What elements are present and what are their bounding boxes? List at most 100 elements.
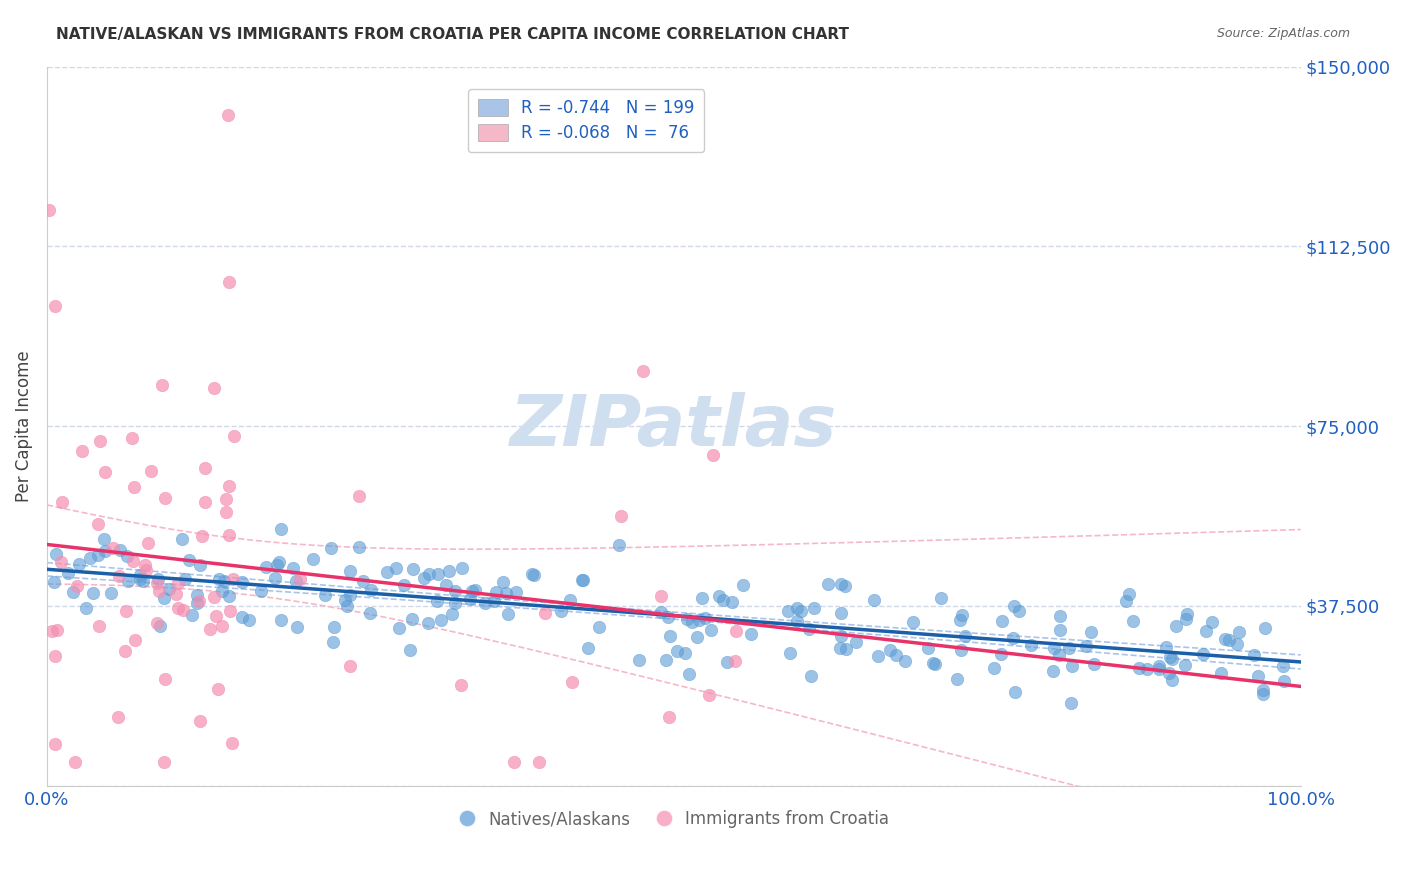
Point xyxy=(173,572,195,586)
Point xyxy=(1251,687,1274,701)
Point xyxy=(681,615,703,629)
Point xyxy=(136,535,159,549)
Point xyxy=(1213,632,1236,646)
Point xyxy=(1049,623,1071,637)
Point xyxy=(129,573,152,587)
Point xyxy=(786,615,808,629)
Point xyxy=(202,590,225,604)
Point xyxy=(893,654,915,668)
Point xyxy=(217,107,239,121)
Text: NATIVE/ALASKAN VS IMMIGRANTS FROM CROATIA PER CAPITA INCOME CORRELATION CHART: NATIVE/ALASKAN VS IMMIGRANTS FROM CROATI… xyxy=(56,27,849,42)
Point xyxy=(1175,607,1198,622)
Point xyxy=(1002,599,1025,613)
Point xyxy=(134,558,156,573)
Point xyxy=(87,549,110,563)
Point xyxy=(496,607,519,621)
Point xyxy=(107,710,129,724)
Point xyxy=(949,643,972,657)
Point xyxy=(167,575,190,590)
Point xyxy=(89,434,111,449)
Point xyxy=(44,737,66,751)
Point xyxy=(263,571,285,585)
Point xyxy=(1154,640,1177,655)
Point xyxy=(339,588,361,602)
Point xyxy=(188,714,211,728)
Point xyxy=(41,624,63,639)
Point xyxy=(1251,682,1274,697)
Point xyxy=(561,675,583,690)
Point xyxy=(352,574,374,588)
Point xyxy=(983,661,1005,675)
Point xyxy=(100,586,122,600)
Point xyxy=(221,572,243,586)
Point xyxy=(211,619,233,633)
Point xyxy=(67,557,90,571)
Point xyxy=(205,609,228,624)
Legend: Natives/Alaskans, Immigrants from Croatia: Natives/Alaskans, Immigrants from Croati… xyxy=(451,804,896,835)
Point xyxy=(218,276,240,290)
Point xyxy=(254,560,277,574)
Point xyxy=(631,364,654,378)
Point xyxy=(700,624,723,638)
Point xyxy=(929,591,952,605)
Point xyxy=(1164,619,1187,633)
Point xyxy=(1147,659,1170,673)
Point xyxy=(678,667,700,681)
Point xyxy=(1047,648,1070,662)
Point xyxy=(211,583,233,598)
Point xyxy=(779,646,801,660)
Point xyxy=(418,615,440,630)
Point xyxy=(179,553,201,567)
Point xyxy=(990,647,1012,661)
Point xyxy=(786,600,808,615)
Point xyxy=(1157,666,1180,681)
Point xyxy=(145,575,167,590)
Point xyxy=(550,605,572,619)
Point xyxy=(322,619,344,633)
Point xyxy=(214,492,236,507)
Point xyxy=(450,561,472,575)
Point xyxy=(267,555,290,569)
Point xyxy=(1195,624,1218,639)
Point xyxy=(845,634,868,648)
Point xyxy=(797,622,820,636)
Point xyxy=(434,578,457,592)
Point xyxy=(288,572,311,586)
Point xyxy=(922,656,945,670)
Point xyxy=(740,626,762,640)
Point xyxy=(117,574,139,588)
Point xyxy=(214,505,236,519)
Point xyxy=(1243,648,1265,663)
Point xyxy=(360,583,382,598)
Point xyxy=(426,567,449,582)
Point xyxy=(1160,673,1182,687)
Point xyxy=(655,653,678,667)
Point xyxy=(146,615,169,630)
Point xyxy=(204,381,226,395)
Point xyxy=(333,593,356,607)
Point xyxy=(152,755,174,769)
Point xyxy=(218,479,240,493)
Point xyxy=(222,428,245,442)
Point xyxy=(219,604,242,618)
Point xyxy=(1043,640,1066,655)
Point xyxy=(347,489,370,503)
Point xyxy=(835,642,858,657)
Point xyxy=(1059,641,1081,656)
Point xyxy=(463,582,485,597)
Point xyxy=(607,538,630,552)
Point xyxy=(437,565,460,579)
Point xyxy=(218,589,240,603)
Point xyxy=(1128,660,1150,674)
Point xyxy=(402,561,425,575)
Point xyxy=(146,572,169,586)
Point xyxy=(458,591,481,606)
Point xyxy=(186,596,208,610)
Point xyxy=(121,431,143,445)
Point xyxy=(430,614,453,628)
Point xyxy=(901,615,924,630)
Point xyxy=(485,585,508,599)
Point xyxy=(212,574,235,588)
Point xyxy=(418,566,440,581)
Point xyxy=(139,464,162,478)
